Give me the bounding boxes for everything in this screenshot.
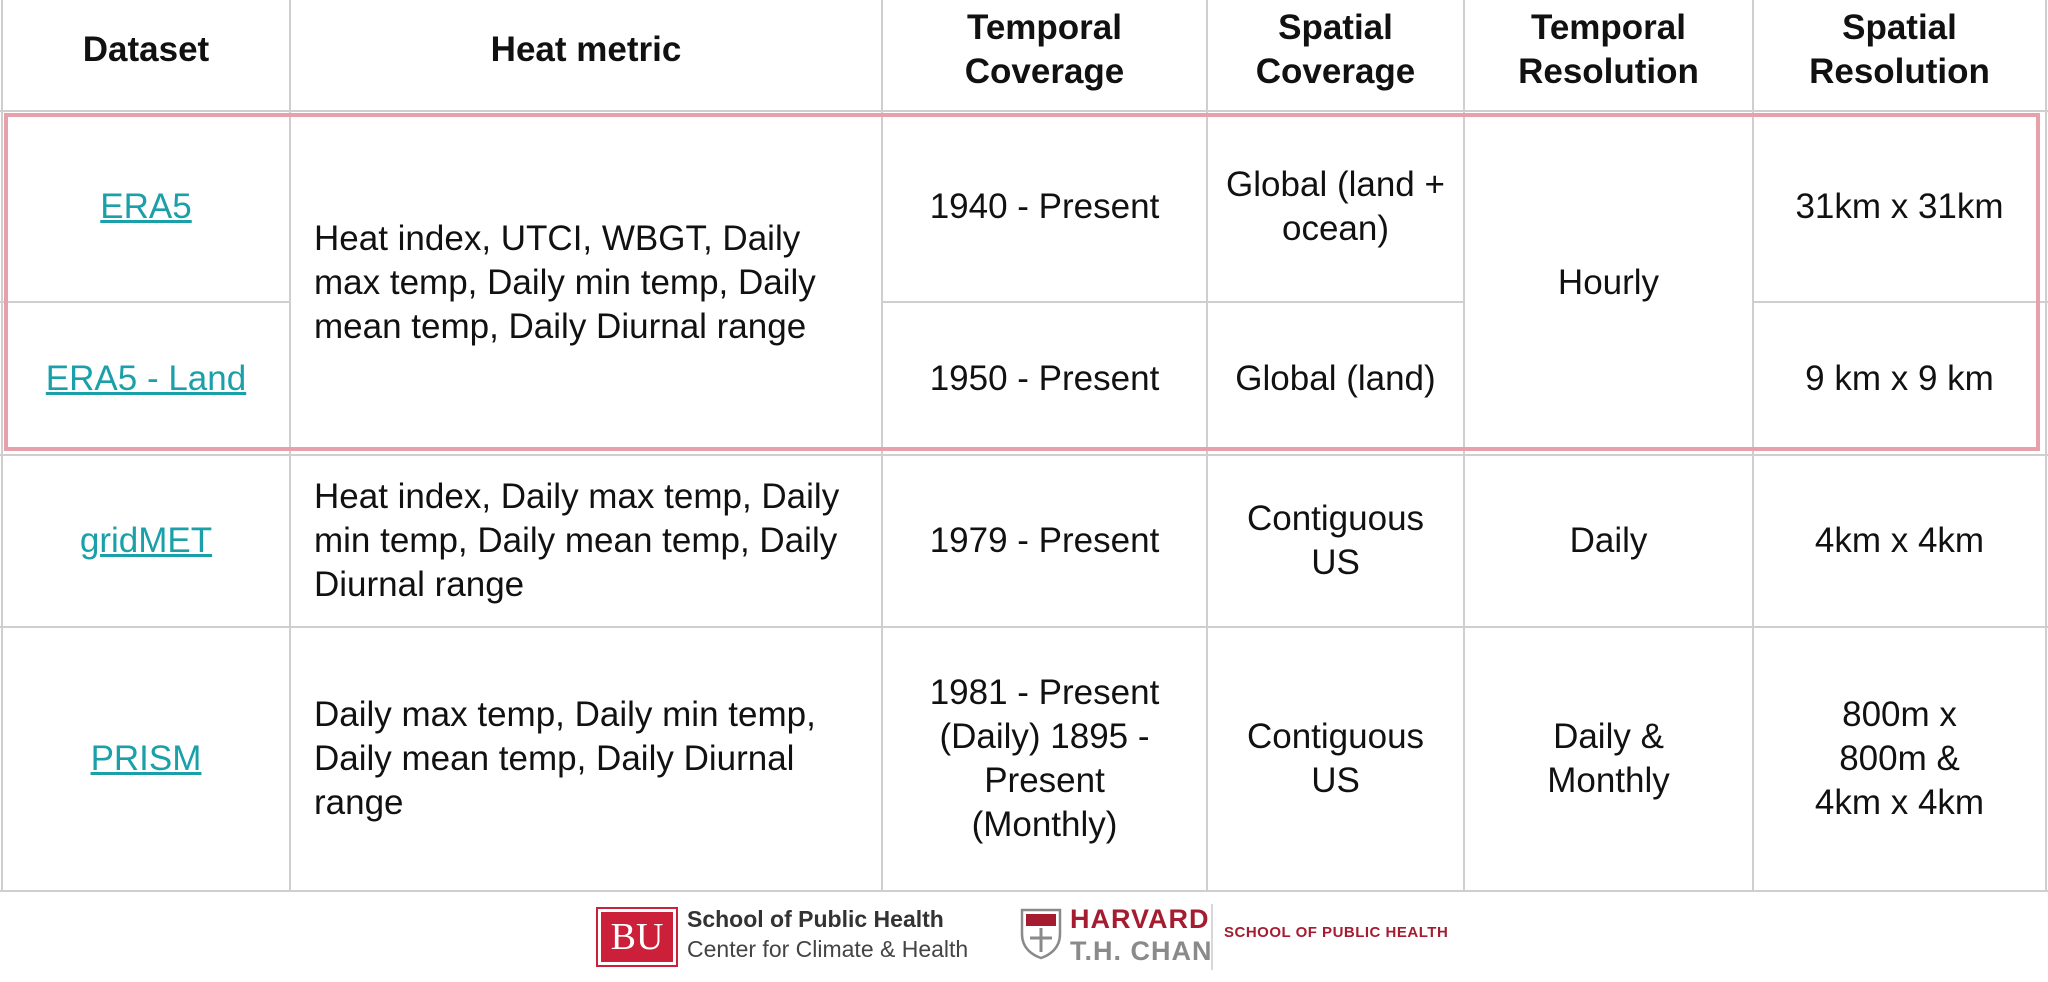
dataset-cell: ERA5 - Land xyxy=(2,303,290,454)
bu-school-name: School of Public Health xyxy=(687,906,944,932)
temporal-resolution-cell: Daily xyxy=(1569,521,1648,560)
header-temporal-resolution: Temporal Resolution xyxy=(1518,8,1699,91)
dataset-cell: ERA5 xyxy=(2,112,290,301)
dataset-cell: PRISM xyxy=(2,628,290,890)
table-border-bottom xyxy=(0,890,2048,892)
header-heat-metric: Heat metric xyxy=(490,30,682,69)
row-divider xyxy=(0,110,2048,112)
temporal-coverage-cell: 1979 - Present xyxy=(929,521,1160,560)
temporal-resolution-cell: Hourly xyxy=(1557,263,1660,302)
spatial-coverage-cell: Contiguous US xyxy=(1246,499,1425,582)
column-divider xyxy=(1463,0,1465,892)
header-spatial-resolution: Spatial Resolution xyxy=(1809,8,1990,91)
dataset-cell: gridMET xyxy=(2,456,290,626)
dataset-link-era5[interactable]: ERA5 xyxy=(100,186,192,226)
column-divider xyxy=(1206,0,1208,892)
harvard-wordmark: HARVARD xyxy=(1070,904,1210,934)
logo-separator xyxy=(1211,904,1213,970)
bu-logo: BU xyxy=(596,907,678,967)
bu-center-name: Center for Climate & Health xyxy=(687,936,969,962)
column-divider xyxy=(289,0,291,892)
heat-metric-cell: Heat index, UTCI, WBGT, Daily max temp, … xyxy=(314,219,816,346)
heat-metric-cell: Heat index, Daily max temp, Daily min te… xyxy=(314,477,840,604)
spatial-coverage-cell: Contiguous US xyxy=(1246,717,1425,800)
temporal-resolution-cell: Daily & Monthly xyxy=(1547,717,1670,800)
temporal-coverage-cell: 1981 - Present (Daily) 1895 - Present (M… xyxy=(929,673,1160,844)
dataset-link-prism[interactable]: PRISM xyxy=(90,739,202,778)
harvard-school-name: SCHOOL OF PUBLIC HEALTH xyxy=(1224,924,1449,941)
harvard-shield-icon xyxy=(1020,908,1062,960)
spatial-resolution-cell: 800m x 800m & 4km x 4km xyxy=(1814,695,1985,822)
spatial-coverage-cell: Global (land) xyxy=(1235,358,1436,398)
datasets-table: Dataset Heat metric Temporal Coverage Sp… xyxy=(0,0,2048,892)
table-border-left xyxy=(1,0,3,892)
th-chan-wordmark: T.H. CHAN xyxy=(1070,936,1213,966)
dataset-link-era5-land[interactable]: ERA5 - Land xyxy=(45,358,247,398)
header-dataset: Dataset xyxy=(82,30,210,69)
temporal-coverage-cell: 1950 - Present xyxy=(929,358,1160,398)
heat-metric-cell: Daily max temp, Daily min temp, Daily me… xyxy=(314,695,816,822)
header-spatial-coverage: Spatial Coverage xyxy=(1255,8,1416,91)
column-divider xyxy=(1752,0,1754,892)
spatial-resolution-cell: 9 km x 9 km xyxy=(1805,358,1994,398)
row-divider xyxy=(0,454,2048,456)
dataset-link-gridmet[interactable]: gridMET xyxy=(79,521,213,560)
temporal-coverage-cell: 1940 - Present xyxy=(929,186,1160,226)
row-divider xyxy=(0,301,290,303)
row-divider xyxy=(881,301,1464,303)
spatial-coverage-cell: Global (land + ocean) xyxy=(1226,164,1445,248)
column-divider xyxy=(881,0,883,892)
row-divider xyxy=(1752,301,2048,303)
row-divider xyxy=(0,626,2048,628)
spatial-resolution-cell: 31km x 31km xyxy=(1795,186,2004,226)
footer-logos: BU School of Public Health Center for Cl… xyxy=(0,892,2048,982)
table-border-right xyxy=(2045,0,2047,892)
header-temporal-coverage: Temporal Coverage xyxy=(964,8,1125,91)
spatial-resolution-cell: 4km x 4km xyxy=(1814,521,1985,560)
